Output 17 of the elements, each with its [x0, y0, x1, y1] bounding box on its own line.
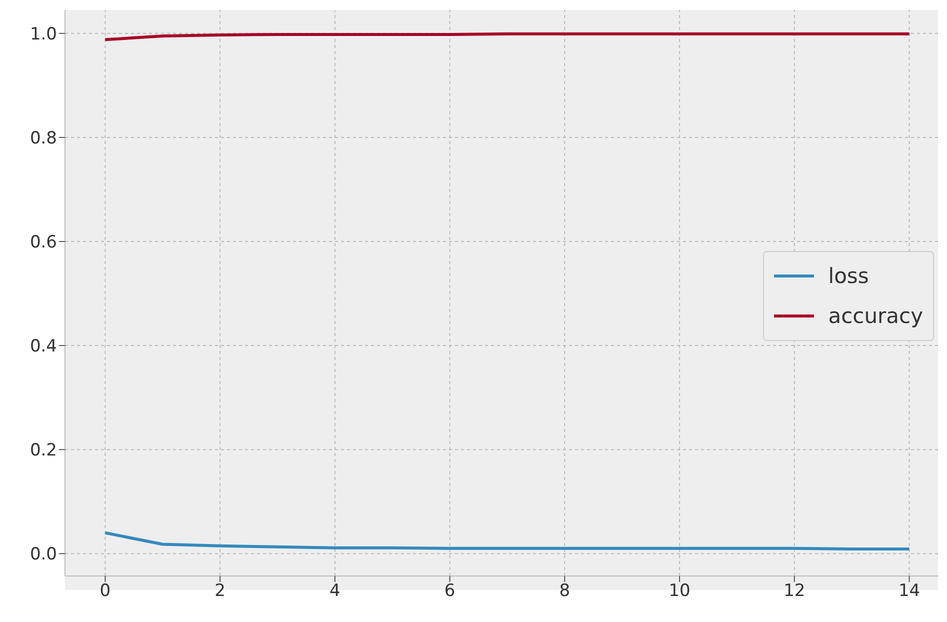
x-tick-label: 0 — [100, 581, 111, 602]
y-tick-label: 0.2 — [30, 440, 57, 461]
x-tick-label: 10 — [668, 581, 690, 602]
x-tick-label: 4 — [330, 581, 340, 602]
x-tick-label: 12 — [784, 581, 806, 602]
y-tick-label: 1.0 — [30, 24, 57, 44]
x-tick-label: 8 — [559, 581, 570, 602]
x-tick-label: 6 — [444, 581, 456, 602]
y-tick-label: 0.0 — [30, 544, 57, 565]
legend-label: loss — [828, 263, 869, 290]
x-tick-label: 14 — [898, 581, 920, 602]
legend-label: accuracy — [828, 303, 923, 330]
y-tick-label: 0.8 — [30, 128, 57, 148]
x-tick-label: 2 — [214, 581, 226, 602]
y-tick-label: 0.6 — [30, 232, 57, 253]
line-series — [104, 531, 911, 550]
y-tick-label: 0.4 — [30, 336, 57, 357]
